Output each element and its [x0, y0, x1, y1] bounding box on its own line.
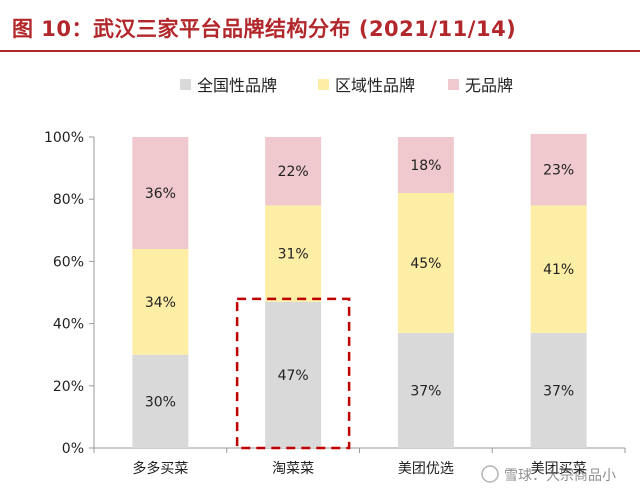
x-category-label: 美团优选 [398, 461, 454, 477]
bar-segment [530, 332, 587, 448]
data-label: 23% [543, 163, 574, 179]
bar-segment [265, 137, 322, 206]
y-tick-label: 40% [53, 317, 84, 333]
data-label: 47% [278, 368, 309, 384]
data-label: 36% [145, 186, 176, 202]
data-label: 37% [543, 383, 574, 399]
y-tick-label: 100% [44, 130, 84, 146]
title-rule [0, 50, 640, 52]
data-label: 34% [145, 295, 176, 311]
watermark-text: 雪球：大宗商品小 [504, 468, 616, 484]
bar-segment [397, 192, 454, 333]
bar-segment [397, 332, 454, 448]
bar-segment [265, 205, 322, 302]
highlight-box [235, 297, 351, 450]
data-label: 22% [278, 164, 309, 180]
data-label: 41% [543, 262, 574, 278]
y-tick-label: 0% [62, 441, 84, 457]
data-label: 45% [410, 256, 441, 272]
bar-segment [265, 301, 322, 448]
bars [132, 133, 587, 448]
bar-segment [132, 137, 189, 249]
legend-swatch [318, 79, 329, 90]
bar-segment [132, 354, 189, 448]
legend-label: 区域性品牌 [335, 76, 415, 95]
highlight-dashed-box [235, 297, 351, 450]
legend-swatch [180, 79, 191, 90]
legend-swatch [448, 79, 459, 90]
watermark-logo [481, 465, 499, 483]
y-tick-label: 20% [53, 379, 84, 395]
x-category-label: 淘菜菜 [272, 461, 314, 477]
bar-segment [132, 248, 189, 355]
x-category-label: 多多买菜 [132, 460, 188, 477]
data-label: 31% [278, 247, 309, 263]
x-category-label: 美团买菜 [531, 461, 587, 477]
y-tick-label: 60% [53, 254, 84, 270]
legend-label: 全国性品牌 [197, 76, 277, 95]
data-label: 37% [410, 383, 441, 399]
data-label: 18% [410, 158, 441, 174]
data-label: 30% [145, 394, 176, 410]
legend: 全国性品牌 区域性品牌 无品牌 [180, 76, 513, 95]
bar-segment [530, 205, 587, 333]
watermark: 雪球：大宗商品小 [481, 465, 616, 484]
y-tick-label: 80% [53, 192, 84, 208]
data-labels: 30% 34% 36% 47% 31% 22% 37% 45% 18% 37% 41% 23% [145, 158, 574, 410]
chart-title: 图 10：武汉三家平台品牌结构分布 (2021/11/14) [12, 17, 517, 41]
bar-segment [397, 137, 454, 193]
y-axis: 0% 20% 40% 60% 80% 100% [44, 130, 95, 457]
bar-segment [530, 133, 587, 206]
legend-label: 无品牌 [465, 76, 513, 95]
